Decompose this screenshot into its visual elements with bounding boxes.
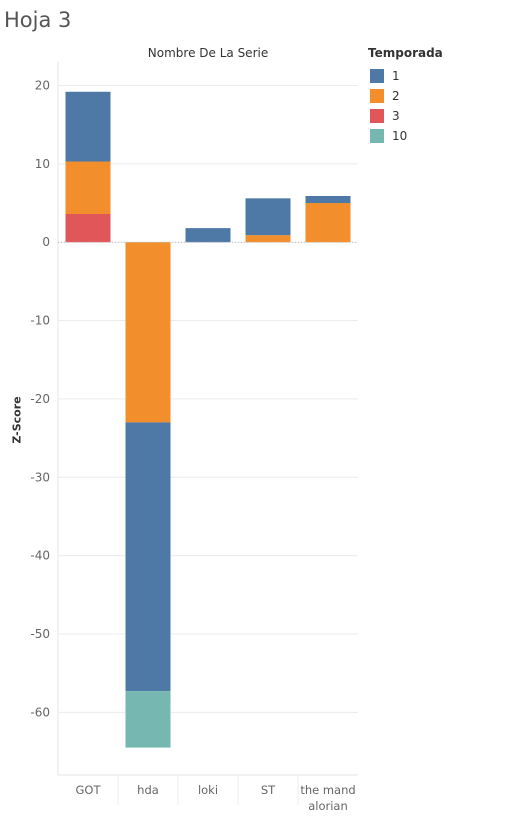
y-tick-label: 10	[35, 157, 50, 171]
bar-the-mandalorian-temporada-2	[305, 203, 351, 243]
legend-label: 1	[392, 69, 400, 83]
legend-item[interactable]: 3	[368, 106, 443, 126]
y-tick-label: 20	[35, 79, 50, 93]
y-tick-label: -10	[30, 314, 50, 328]
x-category-label: GOT	[76, 783, 102, 797]
bar-ST-temporada-2	[245, 235, 291, 243]
legend: Temporada 1 2 3 10	[368, 46, 443, 146]
legend-swatch	[370, 89, 384, 103]
legend-item[interactable]: 1	[368, 66, 443, 86]
legend-item[interactable]: 10	[368, 126, 443, 146]
bar-GOT-temporada-3	[65, 214, 111, 243]
legend-items: 1 2 3 10	[368, 66, 443, 146]
bar-the-mandalorian-temporada-1	[305, 195, 351, 204]
legend-item[interactable]: 2	[368, 86, 443, 106]
bar-GOT-temporada-1	[65, 91, 111, 162]
bar-GOT-temporada-2	[65, 161, 111, 215]
legend-swatch	[370, 129, 384, 143]
y-tick-label: 0	[42, 235, 50, 249]
x-category-label: the mand	[300, 783, 355, 797]
bar-ST-temporada-1	[245, 198, 291, 236]
y-tick-label: -30	[30, 470, 50, 484]
bar-hda-temporada-1	[125, 422, 171, 692]
bar-hda-temporada-10	[125, 691, 171, 748]
x-category-label: alorian	[308, 799, 348, 813]
legend-label: 3	[392, 109, 400, 123]
legend-title: Temporada	[368, 46, 443, 60]
legend-swatch	[370, 109, 384, 123]
legend-label: 10	[392, 129, 408, 143]
sheet-title: Hoja 3	[4, 8, 72, 32]
x-category-label: ST	[261, 783, 276, 797]
y-tick-label: -50	[30, 627, 50, 641]
legend-label: 2	[392, 89, 400, 103]
legend-swatch	[370, 69, 384, 83]
x-category-label: loki	[198, 783, 218, 797]
bar-hda-temporada-2	[125, 242, 171, 423]
y-tick-label: -20	[30, 392, 50, 406]
bar-loki-temporada-1	[185, 228, 231, 243]
x-category-label: hda	[137, 783, 159, 797]
y-tick-label: -60	[30, 705, 50, 719]
y-tick-label: -40	[30, 549, 50, 563]
column-header: Nombre De La Serie	[147, 46, 269, 60]
